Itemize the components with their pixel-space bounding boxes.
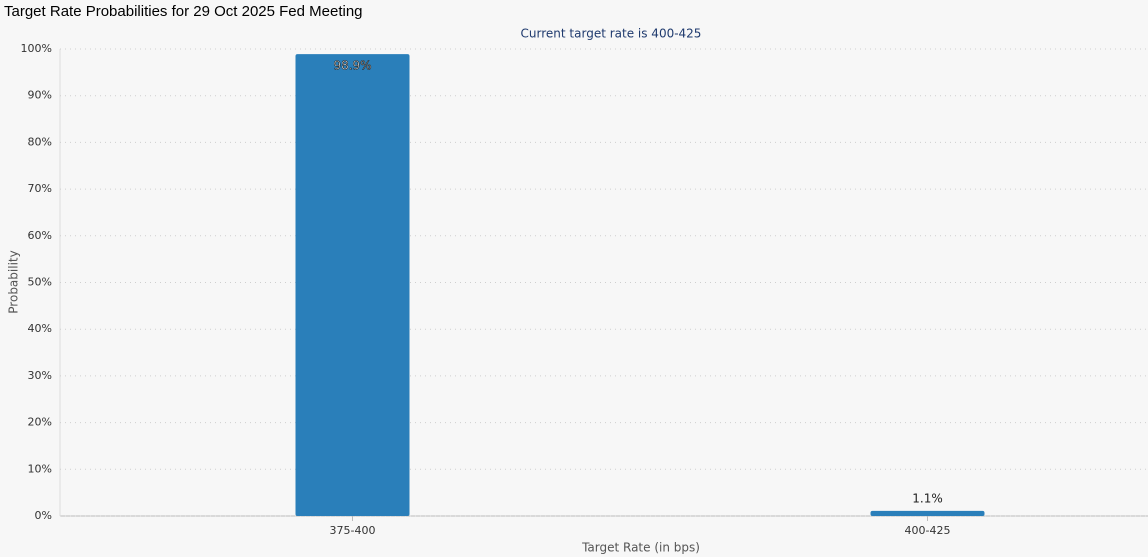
y-axis-label: Probability <box>7 250 21 313</box>
y-tick-label: 20% <box>28 416 52 429</box>
chart-title: Target Rate Probabilities for 29 Oct 202… <box>4 3 363 20</box>
y-tick-label: 0% <box>35 509 52 522</box>
bar <box>295 54 410 517</box>
data-label: 1.1% <box>912 491 943 505</box>
y-tick-label: 60% <box>28 229 52 242</box>
chart-subtitle: Current target rate is 400-425 <box>521 27 702 41</box>
y-tick-label: 50% <box>28 276 52 289</box>
x-tick-label: 375-400 <box>330 524 376 537</box>
y-tick-label: 30% <box>28 369 52 382</box>
bar <box>870 510 985 516</box>
y-tick-label: 80% <box>28 135 52 148</box>
y-tick-label: 90% <box>28 89 52 102</box>
x-axis-label: Target Rate (in bps) <box>581 541 700 555</box>
x-tick-label: 400-425 <box>905 524 951 537</box>
data-label: 98.9% <box>333 59 371 73</box>
y-tick-label: 70% <box>28 182 52 195</box>
y-tick-label: 100% <box>21 42 52 55</box>
y-tick-label: 10% <box>28 462 52 475</box>
y-tick-label: 40% <box>28 322 52 335</box>
